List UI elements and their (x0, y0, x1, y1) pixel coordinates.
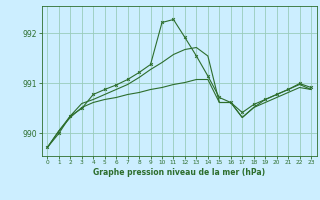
X-axis label: Graphe pression niveau de la mer (hPa): Graphe pression niveau de la mer (hPa) (93, 168, 265, 177)
